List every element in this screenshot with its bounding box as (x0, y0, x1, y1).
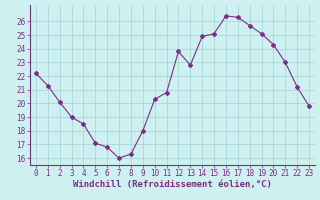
X-axis label: Windchill (Refroidissement éolien,°C): Windchill (Refroidissement éolien,°C) (73, 180, 272, 189)
